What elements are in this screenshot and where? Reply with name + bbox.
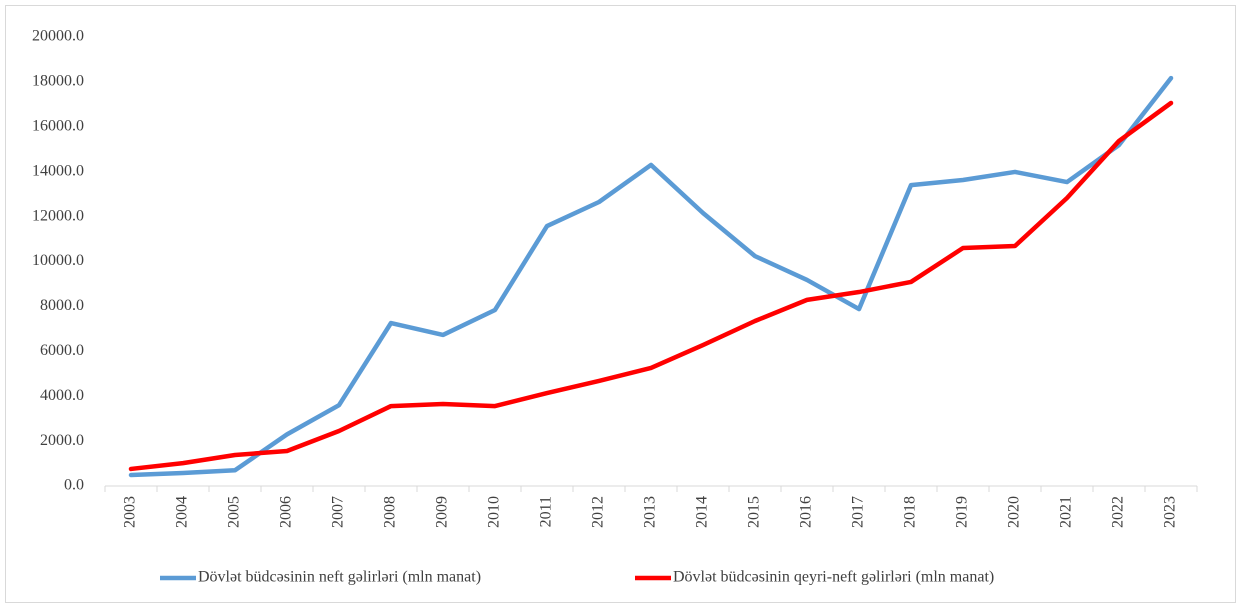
x-tick-label: 2005: [226, 496, 243, 528]
series-line: [128, 100, 1174, 472]
x-tick-label: 2008: [382, 496, 399, 528]
y-tick-label: 0.0: [64, 477, 84, 494]
x-tick-label: 2020: [1006, 496, 1023, 528]
series-line: [128, 75, 1174, 478]
y-tick-label: 2000.0: [40, 432, 84, 449]
x-tick-label: 2009: [434, 496, 451, 528]
x-tick-label: 2011: [538, 496, 555, 527]
y-tick-label: 18000.0: [32, 73, 84, 90]
x-tick-label: 2023: [1162, 496, 1179, 528]
chart-frame: [5, 5, 1236, 603]
x-tick-label: 2018: [902, 496, 919, 528]
legend-label: Dövlət büdcəsinin neft gəlirləri (mln ma…: [198, 569, 481, 586]
x-tick-label: 2010: [486, 496, 503, 528]
x-tick-label: 2014: [694, 496, 711, 528]
x-tick-label: 2006: [278, 496, 295, 528]
y-tick-label: 8000.0: [40, 297, 84, 314]
x-tick-label: 2017: [850, 496, 867, 528]
x-tick-label: 2015: [746, 496, 763, 528]
x-tick-label: 2022: [1110, 496, 1127, 528]
y-tick-label: 6000.0: [40, 342, 84, 359]
y-tick-label: 20000.0: [32, 28, 84, 45]
x-tick-label: 2003: [122, 496, 139, 528]
x-tick-label: 2013: [642, 496, 659, 528]
x-tick-label: 2007: [330, 496, 347, 528]
x-tick-label: 2004: [174, 496, 191, 528]
y-tick-label: 10000.0: [32, 252, 84, 269]
legend-label: Dövlət büdcəsinin qeyri-neft gəlirləri (…: [673, 569, 994, 586]
y-tick-label: 14000.0: [32, 162, 84, 179]
x-tick-label: 2012: [590, 496, 607, 528]
y-tick-label: 16000.0: [32, 117, 84, 134]
x-tick-label: 2019: [954, 496, 971, 528]
x-tick-label: 2016: [798, 496, 815, 528]
y-tick-label: 4000.0: [40, 387, 84, 404]
y-tick-label: 12000.0: [32, 207, 84, 224]
x-tick-label: 2021: [1058, 496, 1075, 528]
